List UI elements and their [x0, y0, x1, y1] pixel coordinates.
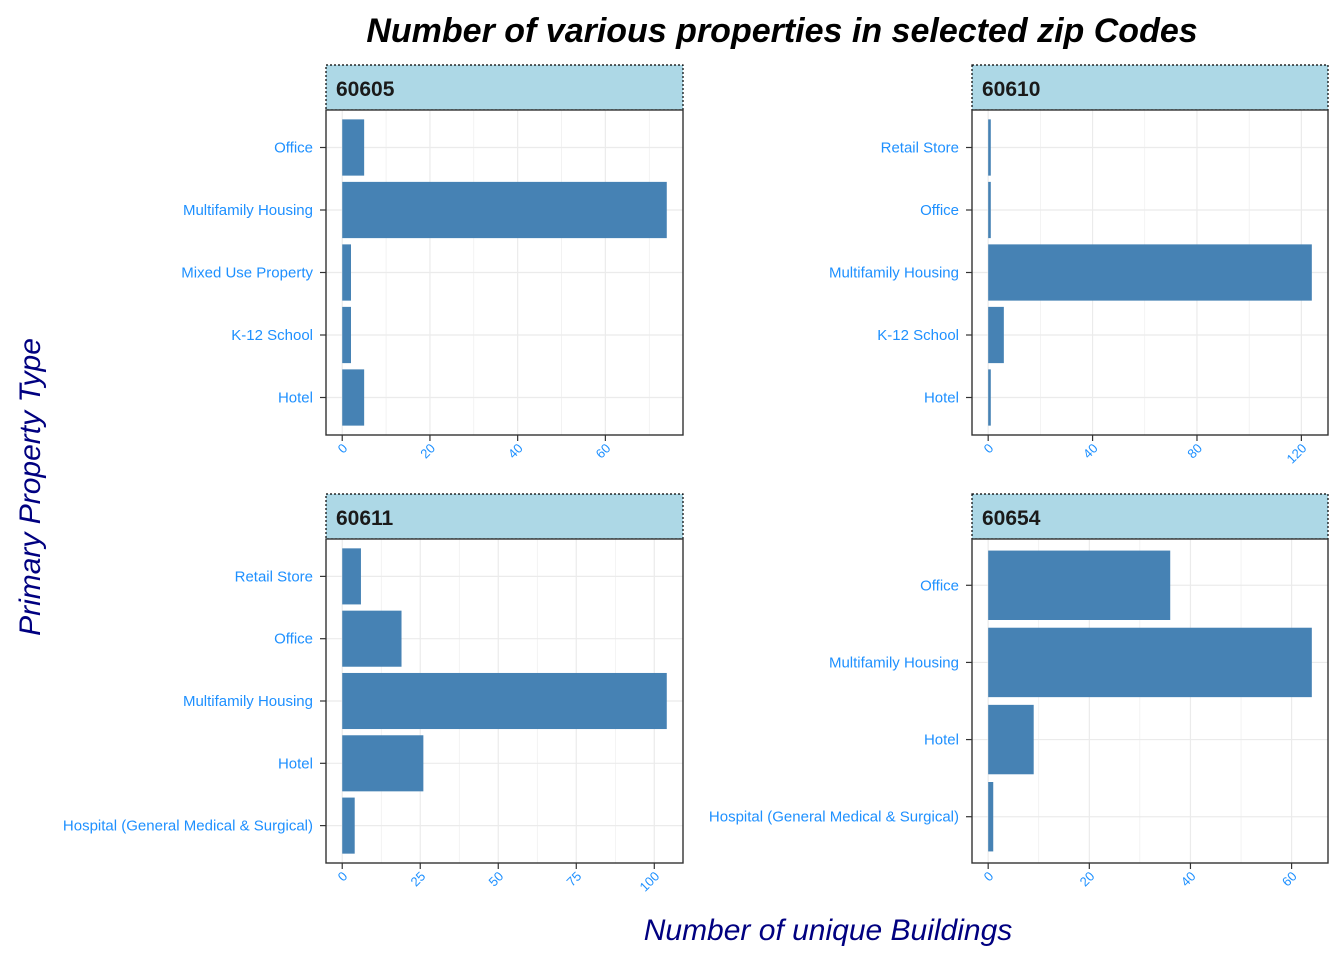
category-label: Hotel	[278, 390, 313, 407]
bar	[342, 797, 355, 854]
category-label: Hospital (General Medical & Surgical)	[63, 818, 313, 835]
bar	[342, 735, 424, 792]
x-tick-label: 20	[417, 441, 438, 462]
category-label: Office	[274, 631, 313, 648]
bar	[342, 369, 365, 426]
x-tick-label: 50	[486, 869, 507, 890]
bar	[988, 782, 994, 852]
category-label: Hotel	[278, 755, 313, 772]
facet-strip-label: 60605	[336, 78, 395, 101]
x-tick-label: 20	[1077, 869, 1098, 890]
bar	[988, 627, 1312, 698]
facet-panel: 60605 Hotel K-12 School Mixed Use Property M…	[181, 64, 684, 462]
panel-border	[971, 538, 1329, 864]
x-tick-label: 0	[981, 441, 997, 457]
facet-strip	[971, 493, 1329, 540]
x-tick-label: 25	[408, 869, 429, 890]
facet-panel: 60654 Hospital (General Medical & Surgica…	[709, 493, 1329, 890]
facet-strip	[325, 64, 684, 111]
category-label: Retail Store	[881, 140, 959, 157]
x-tick-label: 0	[335, 441, 351, 457]
bar	[342, 548, 361, 605]
category-label: Multifamily Housing	[183, 202, 313, 219]
category-label: Hospital (General Medical & Surgical)	[709, 809, 959, 826]
bar	[988, 369, 991, 426]
facet-strip-label: 60610	[982, 78, 1040, 101]
bar	[988, 244, 1312, 301]
x-tick-label: 0	[335, 869, 351, 885]
bar	[342, 244, 351, 301]
bar	[342, 672, 667, 730]
x-tick-label: 40	[1178, 869, 1199, 890]
bar	[988, 306, 1004, 364]
chart-title: Number of various properties in selected…	[366, 12, 1197, 50]
facets-layer: 60605 Hotel K-12 School Mixed Use Property M…	[63, 64, 1329, 895]
x-tick-label: 80	[1184, 441, 1205, 462]
category-label: Retail Store	[235, 568, 313, 585]
bar	[988, 550, 1171, 620]
x-tick-label: 60	[1279, 869, 1300, 890]
category-label: Multifamily Housing	[829, 654, 959, 671]
category-label: Office	[274, 140, 313, 157]
facet-panel: 60611 Hospital (General Medical & Surgica…	[63, 493, 684, 895]
facet-strip-label: 60611	[336, 507, 394, 530]
category-label: Hotel	[924, 390, 959, 407]
bar	[342, 306, 351, 364]
x-tick-label: 60	[593, 441, 614, 462]
category-label: Mixed Use Property	[181, 265, 313, 282]
x-tick-label: 120	[1284, 441, 1310, 467]
x-tick-label: 100	[636, 869, 662, 895]
facet-strip	[325, 493, 684, 540]
bar	[988, 119, 991, 176]
facet-strip-label: 60654	[982, 507, 1041, 530]
category-label: Office	[920, 202, 959, 219]
bar	[988, 181, 991, 239]
bar	[342, 119, 365, 176]
category-label: K-12 School	[877, 327, 959, 344]
bar	[988, 704, 1034, 775]
facet-panel: 60610 Hotel K-12 School Multifamily Housing…	[829, 64, 1329, 467]
category-label: Multifamily Housing	[829, 265, 959, 282]
facet-strip	[971, 64, 1329, 111]
bar	[342, 610, 402, 667]
category-label: Hotel	[924, 732, 959, 749]
x-tick-label: 40	[505, 441, 526, 462]
category-label: Multifamily Housing	[183, 693, 313, 710]
y-axis-title: Primary Property Type	[14, 338, 47, 636]
bar	[342, 181, 667, 239]
category-label: Office	[920, 577, 959, 594]
x-tick-label: 0	[981, 869, 997, 885]
category-label: K-12 School	[231, 327, 313, 344]
x-tick-label: 75	[564, 869, 585, 890]
x-tick-label: 40	[1080, 441, 1101, 462]
x-axis-title: Number of unique Buildings	[644, 914, 1013, 947]
